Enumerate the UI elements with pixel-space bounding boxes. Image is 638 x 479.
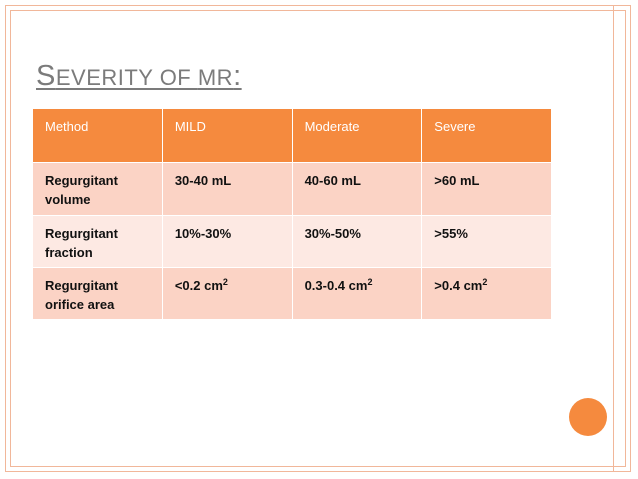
severe-cell: >55%: [421, 215, 552, 268]
method-line-1: Regurgitant: [45, 226, 118, 241]
table-header-row: Method MILD Moderate Severe: [32, 108, 552, 163]
mild-cell: <0.2 cm2: [161, 267, 293, 320]
method-cell: Regurgitant fraction: [32, 215, 163, 268]
mild-cell: 30-40 mL: [161, 162, 293, 216]
mild-cell: 10%-30%: [161, 215, 293, 268]
title-colon: :: [233, 60, 242, 92]
table-row: Regurgitant fraction 10%-30% 30%-50% >55%: [32, 215, 552, 268]
method-line-2: orifice area: [45, 297, 115, 312]
method-line-2: fraction: [45, 245, 93, 260]
decorative-circle: [569, 398, 607, 436]
mild-superscript: 2: [222, 277, 228, 287]
table-row: Regurgitant orifice area <0.2 cm2 0.3-0.4…: [32, 267, 552, 320]
method-line-2: volume: [45, 192, 91, 207]
severe-cell: >60 mL: [421, 162, 552, 216]
mild-value: <0.2 cm: [174, 278, 223, 293]
slide-frame-outer: [5, 5, 631, 472]
title-part-1: EVERITY OF: [55, 65, 198, 90]
severity-table: Method MILD Moderate Severe Regurgitant v…: [32, 108, 552, 320]
title-part-2: MR: [197, 65, 234, 90]
moderate-value: 0.3-0.4 cm: [304, 278, 368, 293]
slide-frame-inner: [10, 10, 626, 467]
moderate-cell: 0.3-0.4 cm2: [291, 267, 423, 320]
method-line-1: Regurgitant: [45, 173, 118, 188]
method-cell: Regurgitant orifice area: [32, 267, 163, 320]
header-method: Method: [32, 108, 163, 163]
slide-title: SEVERITY OF MR:: [36, 60, 242, 93]
header-mild: MILD: [161, 108, 293, 163]
method-cell: Regurgitant volume: [32, 162, 163, 216]
severe-value: >0.4 cm: [434, 278, 483, 293]
severe-cell: >0.4 cm2: [421, 267, 552, 320]
table-row: Regurgitant volume 30-40 mL 40-60 mL >60 …: [32, 162, 552, 216]
moderate-cell: 30%-50%: [291, 215, 423, 268]
header-moderate: Moderate: [291, 108, 423, 163]
moderate-superscript: 2: [367, 277, 373, 287]
moderate-cell: 40-60 mL: [291, 162, 423, 216]
title-cap-s: S: [36, 60, 56, 92]
header-severe: Severe: [421, 108, 552, 163]
method-line-1: Regurgitant: [45, 278, 118, 293]
slide-frame-divider: [613, 5, 614, 472]
severe-superscript: 2: [482, 277, 488, 287]
